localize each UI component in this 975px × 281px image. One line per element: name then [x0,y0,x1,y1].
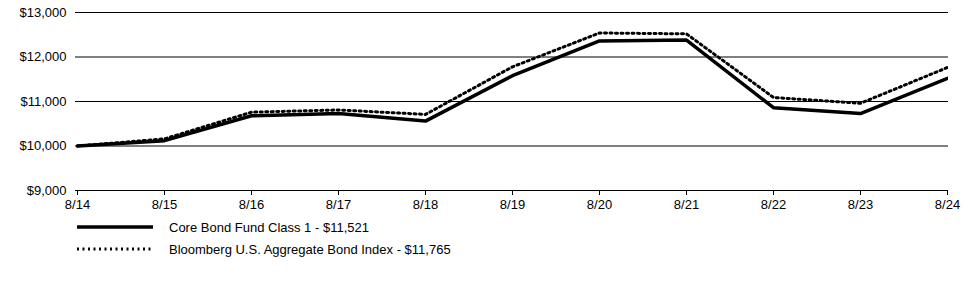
html-text:Bloomberg U.S. Aggregate Bond: Bloomberg U.S. Aggregate Bond Index - $1… [169,241,451,257]
svg-text:$10,000: $10,000 [20,138,67,153]
svg-text:$11,000: $11,000 [20,94,66,109]
html-text:Core Bond Fund Class 1 - $11,5: Core Bond Fund Class 1 - $11,521 [169,219,369,235]
svg-text:8/16: 8/16 [239,197,264,212]
svg-text:8/17: 8/17 [326,197,351,212]
svg-text:8/23: 8/23 [848,197,873,212]
svg-text:8/19: 8/19 [500,197,525,212]
svg-text:8/15: 8/15 [152,197,177,212]
svg-text:8/14: 8/14 [65,197,90,212]
svg-text:$13,000: $13,000 [20,5,67,20]
svg-text:8/24: 8/24 [935,197,960,212]
svg-text:$12,000: $12,000 [20,49,67,64]
svg-text:$9,000: $9,000 [27,183,67,198]
svg-text:8/18: 8/18 [413,197,438,212]
svg-text:8/22: 8/22 [761,197,786,212]
svg-text:8/21: 8/21 [674,197,699,212]
svg-text:8/20: 8/20 [587,197,612,212]
